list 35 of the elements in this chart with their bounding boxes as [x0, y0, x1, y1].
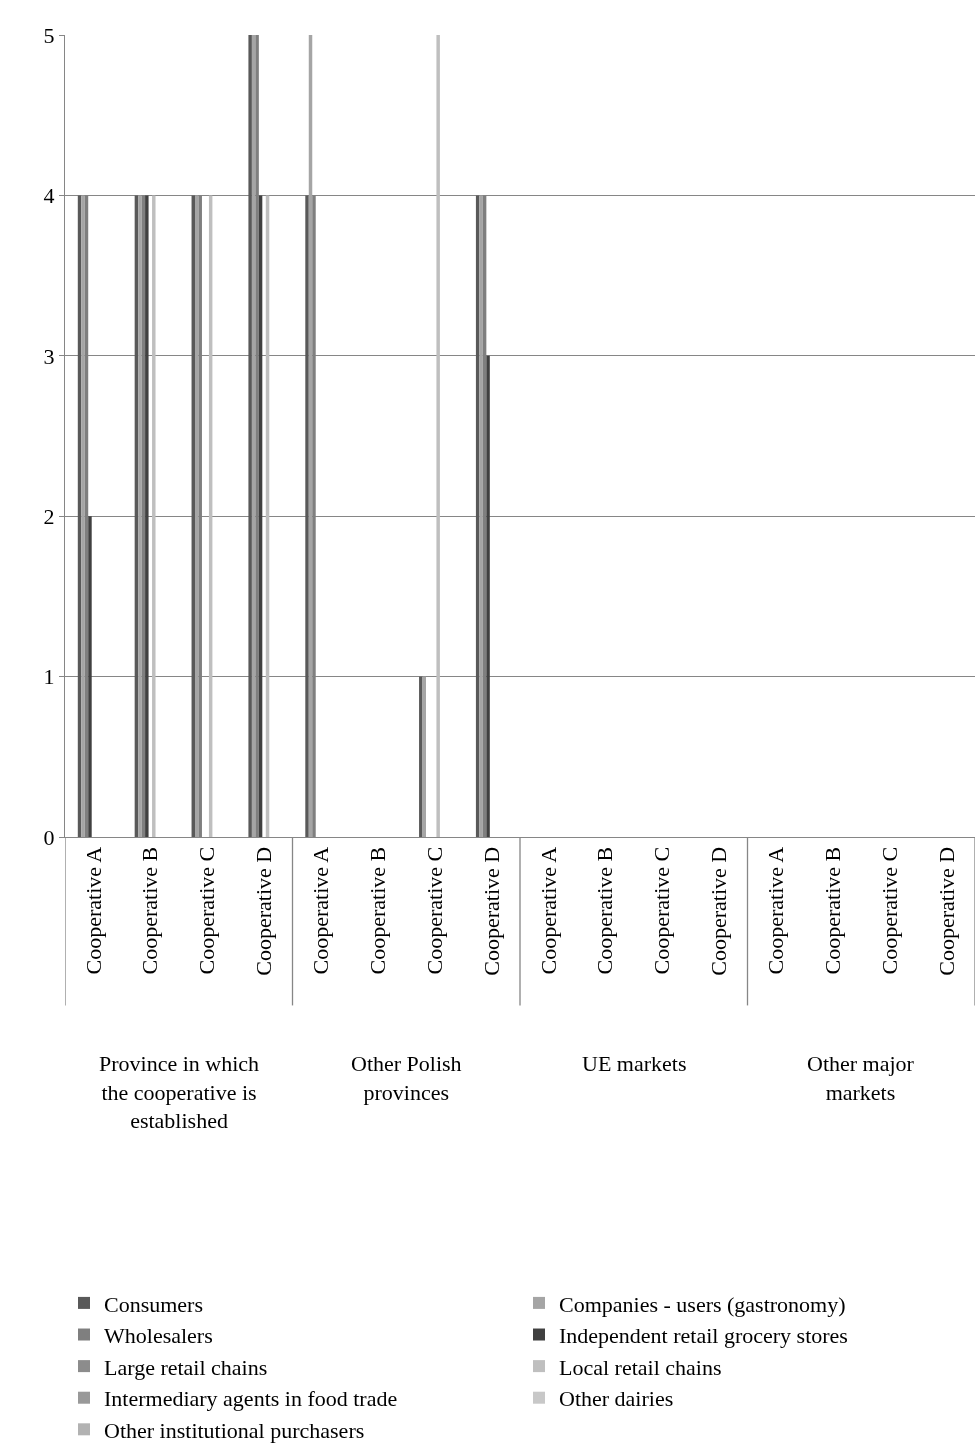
- x-tick-label: Cooperative C: [876, 846, 902, 975]
- legend-label: Wholesalers: [104, 1323, 213, 1349]
- x-tick-label: Cooperative A: [308, 846, 334, 975]
- x-tick-label: Cooperative A: [763, 846, 789, 975]
- legend-label: Independent retail grocery stores: [559, 1323, 848, 1349]
- legend-label: Intermediary agents in food trade: [104, 1386, 398, 1412]
- legend-label: Other institutional purchasers: [104, 1417, 365, 1443]
- y-tick-label: 2: [43, 503, 55, 529]
- x-tick-label: Cooperative B: [819, 846, 845, 975]
- x-tick-label: Cooperative D: [933, 846, 959, 976]
- x-tick-label: Cooperative D: [706, 846, 732, 976]
- text: Province in which the cooperative is established: [99, 1051, 260, 1134]
- x-tick-label: Cooperative A: [535, 846, 561, 975]
- legend-label: Consumers: [104, 1291, 203, 1317]
- legend-label: Local retail chains: [559, 1354, 722, 1380]
- y-tick-label: 4: [43, 183, 55, 209]
- legend-label: Large retail chains: [104, 1354, 268, 1380]
- x-tick-label: Cooperative D: [478, 846, 504, 976]
- x-tick-label: Cooperative C: [421, 846, 447, 975]
- x-tick-label: Cooperative C: [194, 846, 220, 975]
- x-tick-label: Cooperative A: [80, 846, 106, 975]
- x-tick-label: Cooperative C: [649, 846, 675, 975]
- text: UE markets: [582, 1051, 687, 1076]
- legend-label: Companies - users (gastronomy): [559, 1291, 846, 1317]
- y-tick-label: 5: [43, 22, 55, 48]
- text: Other Polish provinces: [351, 1051, 462, 1105]
- y-tick-label: 3: [43, 343, 55, 369]
- text: Other major markets: [807, 1051, 915, 1105]
- y-tick-label: 0: [43, 824, 55, 850]
- x-tick-label: Cooperative B: [364, 846, 390, 975]
- y-tick-label: 1: [43, 664, 55, 690]
- x-tick-label: Cooperative D: [251, 846, 277, 976]
- legend-label: Other dairies: [559, 1386, 674, 1412]
- x-tick-label: Cooperative B: [137, 846, 163, 975]
- x-tick-label: Cooperative B: [592, 846, 618, 975]
